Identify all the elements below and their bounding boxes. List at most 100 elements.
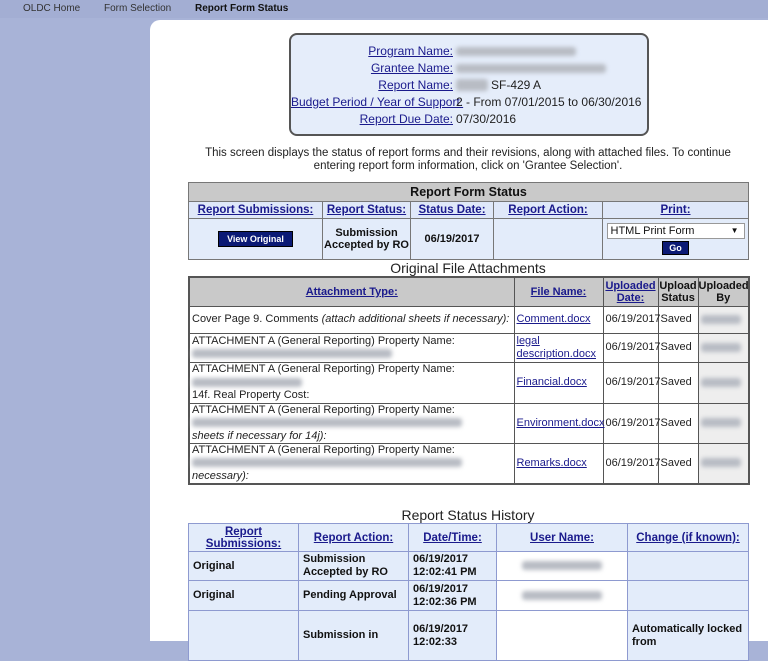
attachment-type: ATTACHMENT A (General Reporting) Propert… — [188, 361, 515, 404]
report-action-value — [493, 218, 603, 260]
nav-oldc-home[interactable]: OLDC Home — [23, 3, 81, 14]
col-status-date[interactable]: Status Date: — [418, 204, 486, 216]
table-row: ATTACHMENT A (General Reporting) Propert… — [188, 442, 750, 485]
redacted — [192, 418, 462, 428]
print-format-selected: HTML Print Form — [610, 225, 695, 237]
attachment-type-text: ATTACHMENT A (General Reporting) Propert… — [192, 363, 455, 375]
uploaded-by-redacted — [700, 377, 741, 387]
print-format-select[interactable]: HTML Print Form ▼ — [606, 223, 745, 239]
attachment-type: ATTACHMENT A (General Reporting) Propert… — [188, 442, 515, 485]
program-name-label[interactable]: Program Name: — [368, 44, 453, 58]
hist-col-user[interactable]: User Name: — [530, 531, 594, 544]
hist-action: Pending Approval — [298, 580, 409, 611]
hist-action: Submission Accepted by RO — [298, 551, 409, 581]
history-title: Report Status History — [401, 507, 535, 523]
col-report-action[interactable]: Report Action: — [508, 204, 588, 216]
attachment-type-text: ATTACHMENT A (General Reporting) Propert… — [192, 403, 455, 416]
attachment-type: ATTACHMENT A (General Reporting) Propert… — [188, 332, 515, 363]
attachments-table: Attachment Type: File Name: Uploaded Dat… — [188, 276, 750, 485]
hist-col-change[interactable]: Change (if known): — [636, 531, 740, 544]
hist-col-submissions[interactable]: Report Submissions: — [205, 525, 282, 550]
table-row: Original Submission Accepted by RO 06/19… — [188, 551, 749, 581]
col-print[interactable]: Print: — [660, 204, 691, 216]
status-table-title: Report Form Status — [187, 182, 750, 202]
col-attachment-type[interactable]: Attachment Type: — [305, 285, 398, 298]
report-name-value: SF-429 A — [491, 78, 542, 92]
uploaded-date: 06/19/2017 — [602, 442, 661, 485]
hist-change — [627, 551, 749, 581]
go-button[interactable]: Go — [662, 241, 689, 255]
hist-submission: Original — [188, 551, 299, 581]
budget-period-label[interactable]: Budget Period / Year of Support: — [291, 95, 464, 109]
col-report-submissions[interactable]: Report Submissions: — [197, 204, 314, 216]
redacted — [192, 458, 462, 468]
attachment-type-text: Cover Page 9. Comments — [192, 313, 319, 325]
col-report-status[interactable]: Report Status: — [326, 204, 407, 216]
hist-change: Automatically locked from — [627, 610, 749, 661]
table-row: ATTACHMENT A (General Reporting) Propert… — [188, 361, 750, 404]
grantee-name-redacted — [456, 64, 606, 73]
attachment-type: Cover Page 9. Comments (attach additiona… — [188, 305, 515, 334]
table-row: ATTACHMENT A (General Reporting) Propert… — [188, 332, 750, 363]
status-date-value: 06/19/2017 — [410, 218, 494, 260]
attachment-type: ATTACHMENT A (General Reporting) Propert… — [188, 402, 515, 444]
file-link[interactable]: Environment.docx — [516, 416, 605, 429]
uploaded-by-redacted — [700, 458, 741, 468]
redacted — [192, 377, 302, 387]
table-row: View Original Submission Accepted by RO … — [188, 218, 750, 260]
hist-datetime: 06/19/2017 12:02:41 PM — [408, 551, 497, 581]
hist-col-action[interactable]: Report Action: — [313, 531, 394, 544]
table-row: Submission in 06/19/2017 12:02:33 Automa… — [188, 610, 749, 661]
hist-submission: Original — [188, 580, 299, 611]
file-link[interactable]: legal description.docx — [516, 334, 597, 360]
view-original-button[interactable]: View Original — [218, 231, 293, 247]
table-row: Original Pending Approval 06/19/2017 12:… — [188, 580, 749, 611]
due-date-value: 07/30/2016 — [456, 112, 517, 126]
nav-report-form-status[interactable]: Report Form Status — [195, 3, 289, 14]
attachment-type-note: (attach additional sheets if necessary): — [321, 313, 510, 325]
col-upload-status: Upload Status — [657, 276, 699, 307]
col-uploaded-by: Uploaded By — [697, 276, 750, 307]
hist-action: Submission in — [298, 610, 409, 661]
uploaded-date: 06/19/2017 — [602, 402, 661, 444]
dropdown-arrow-icon: ▼ — [730, 226, 739, 235]
program-name-redacted — [456, 47, 576, 56]
user-name-redacted — [522, 561, 602, 571]
hist-datetime: 06/19/2017 12:02:33 — [408, 610, 497, 661]
file-link[interactable]: Comment.docx — [516, 313, 591, 325]
uploaded-by-redacted — [700, 418, 741, 428]
hist-col-datetime[interactable]: Date/Time: — [423, 531, 482, 544]
due-date-label[interactable]: Report Due Date: — [359, 112, 453, 126]
upload-status: Saved — [657, 402, 699, 444]
col-file-name[interactable]: File Name: — [530, 285, 587, 298]
upload-status: Saved — [657, 332, 699, 363]
description-text: This screen displays the status of repor… — [205, 147, 731, 172]
attachment-type-note: necessary): — [192, 469, 249, 482]
upload-status: Saved — [657, 305, 699, 334]
table-row: ATTACHMENT A (General Reporting) Propert… — [188, 402, 750, 444]
file-link[interactable]: Financial.docx — [516, 376, 587, 388]
report-name-redacted — [456, 79, 488, 91]
status-history-table: Report Submissions: Report Action: Date/… — [188, 523, 749, 661]
hist-submission — [188, 610, 299, 661]
upload-status: Saved — [657, 361, 699, 404]
uploaded-by-redacted — [700, 342, 741, 352]
uploaded-date: 06/19/2017 — [602, 305, 661, 334]
report-form-status-table: Report Form Status Report Submissions: R… — [187, 182, 750, 260]
grantee-name-label[interactable]: Grantee Name: — [370, 61, 453, 75]
main-content: This screen displays the status of repor… — [187, 147, 750, 661]
top-nav: OLDC Home Form Selection Report Form Sta… — [0, 0, 768, 18]
attachment-type-text: ATTACHMENT A (General Reporting) Propert… — [192, 334, 455, 347]
report-info-box: Program Name: Grantee Name: Report Name:… — [289, 33, 649, 136]
report-name-label[interactable]: Report Name: — [378, 78, 453, 92]
attachments-title: Original File Attachments — [390, 260, 546, 276]
nav-form-selection[interactable]: Form Selection — [104, 3, 172, 14]
hist-change — [627, 580, 749, 611]
col-uploaded-date[interactable]: Uploaded Date: — [605, 279, 656, 304]
attachment-extra-text: 14f. Real Property Cost: — [192, 389, 310, 401]
file-link[interactable]: Remarks.docx — [516, 456, 587, 469]
upload-status: Saved — [657, 442, 699, 485]
user-name-redacted — [522, 590, 602, 600]
uploaded-date: 06/19/2017 — [602, 332, 661, 363]
table-row: Cover Page 9. Comments (attach additiona… — [188, 305, 750, 334]
